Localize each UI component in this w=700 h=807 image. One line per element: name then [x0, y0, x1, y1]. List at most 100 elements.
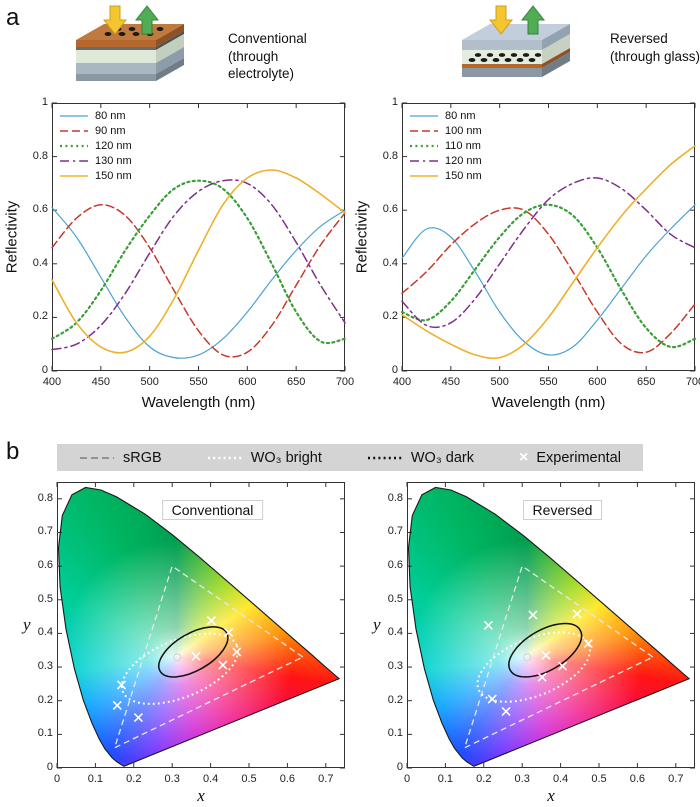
- x-tick-label: 550: [189, 376, 208, 388]
- x-tick-label: 0.2: [476, 773, 492, 785]
- y-tick-label: 1: [41, 96, 48, 108]
- conventional-caption: Conventional (through electrolyte): [228, 30, 328, 83]
- legend-item: 90 nm: [59, 123, 132, 138]
- y-tick-label: 0: [391, 364, 398, 376]
- x-tick-label: 700: [335, 376, 355, 388]
- electrolyte-layer: [462, 50, 542, 64]
- series-120-nm: [401, 177, 696, 329]
- series-100-nm: [401, 207, 696, 354]
- legend-label: WO₃ bright: [250, 449, 322, 466]
- x-tick-label: 0.6: [279, 773, 296, 785]
- experimental-x-marker: [483, 620, 493, 630]
- incident-light-arrow: [102, 5, 128, 35]
- cie-conventional-canvas: [56, 482, 345, 769]
- y-tick-label: 0: [396, 761, 403, 773]
- x-axis-label: Wavelength (nm): [491, 394, 606, 411]
- x-tick-label: 550: [539, 376, 558, 388]
- legend-line-sample: [410, 174, 438, 177]
- base-layer: [76, 74, 156, 81]
- cie-diagram-conventional: x y 0 0.1 0.2 0.3 0.4 0.5 0.6 0.7 0 0.1 0.2 0.3 0.4 0…: [23, 482, 345, 805]
- plot-title: Reversed: [522, 500, 603, 520]
- series-80-nm: [401, 204, 696, 356]
- legend-line-sample: [60, 159, 88, 162]
- legend-line-sample: [60, 174, 88, 177]
- side-face: [156, 24, 184, 47]
- y-tick-label: 0.6: [37, 559, 53, 572]
- reflectivity-chart-reversed: Reflectivity Wavelength (nm) 400 450 500 55…: [354, 96, 700, 411]
- cie-reversed-canvas: [406, 482, 695, 769]
- white-point-marker: [173, 653, 182, 662]
- x-tick-label: 0: [53, 773, 61, 785]
- side-face: [542, 52, 570, 77]
- experimental-x-marker: [112, 700, 122, 710]
- x-tick-label: 0: [403, 773, 411, 785]
- legend-line-sample: [60, 144, 88, 147]
- x-tick-label: 0.4: [202, 773, 219, 785]
- y-tick-label: 0.8: [37, 491, 53, 504]
- series-150-nm: [51, 169, 346, 354]
- spectral-locus-outline: [57, 486, 341, 767]
- experimental-x-marker: [224, 627, 234, 637]
- legend-item: 80 nm: [409, 108, 482, 123]
- side-face: [542, 24, 570, 50]
- y-tick-label: 0.6: [382, 203, 398, 216]
- side-face: [542, 34, 570, 64]
- side-face: [156, 58, 184, 81]
- caption-line: Reversed: [610, 31, 668, 46]
- legend-item-wo3-bright: WO₃ bright: [207, 450, 322, 466]
- side-face: [156, 31, 184, 50]
- experimental-x-marker: [116, 680, 127, 690]
- legend-line-sample: [410, 144, 438, 147]
- x-tick-label: 0.2: [126, 773, 142, 785]
- legend-label: 150 nm: [95, 169, 132, 182]
- caption-line: (through electrolyte): [228, 48, 295, 82]
- panel-a-label: a: [6, 4, 20, 31]
- wo3-dark-dotted-line-sample: [367, 456, 402, 459]
- legend-line-sample: [60, 129, 88, 132]
- reflected-light-arrow: [520, 5, 546, 35]
- x-tick-label: 500: [140, 376, 159, 388]
- legend-label: Experimental: [536, 449, 621, 466]
- white-point-marker: [523, 653, 532, 662]
- incident-light-arrow: [488, 5, 514, 35]
- series-150-nm: [401, 145, 696, 360]
- legend-label: 90 nm: [95, 124, 126, 137]
- legend-line-sample: [410, 129, 438, 132]
- y-tick-label: 0.3: [387, 660, 403, 673]
- x-tick-label: 500: [490, 376, 509, 388]
- legend-label: 80 nm: [445, 109, 476, 122]
- x-tick-label: 700: [685, 376, 700, 388]
- y-tick-label: 0.5: [387, 592, 403, 605]
- x-tick-label: 0.4: [552, 773, 569, 785]
- plot-border: [57, 482, 345, 768]
- y-tick-label: 0.8: [32, 149, 48, 162]
- nanostructure-dots: [468, 53, 542, 62]
- series-130-nm: [51, 179, 346, 351]
- reflectivity-conventional-canvas: [50, 102, 347, 372]
- wo3-dark-gamut-ellipse: [158, 626, 229, 678]
- legend-item: 130 nm: [59, 153, 132, 168]
- top-face: [462, 24, 570, 40]
- legend-item: 150 nm: [409, 168, 482, 183]
- y-tick-label: 0.6: [32, 203, 48, 216]
- side-face: [156, 47, 184, 74]
- x-tick-label: 450: [441, 376, 460, 388]
- caption-line: Conventional: [228, 31, 307, 46]
- x-tick-label: 400: [42, 376, 62, 388]
- legend-item: 120 nm: [59, 138, 132, 153]
- srgb-gamut-triangle: [113, 565, 305, 750]
- x-axis-label: x: [547, 786, 555, 805]
- legend-label: 120 nm: [445, 154, 482, 167]
- legend-item-wo3-dark: WO₃ dark: [367, 450, 474, 466]
- wo3-dark-gamut-ellipse: [508, 622, 583, 678]
- reflectivity-chart-conventional: Reflectivity Wavelength (nm) 400 450 500 55…: [4, 96, 355, 411]
- series-110-nm: [400, 203, 697, 349]
- y-tick-label: 0.4: [382, 256, 398, 269]
- reflectivity-reversed-canvas: [400, 102, 697, 372]
- y-tick-label: 1: [391, 96, 398, 108]
- reflected-light-arrow: [134, 5, 160, 35]
- y-tick-label: 0.8: [382, 149, 398, 162]
- reversed-device-schematic: [462, 5, 570, 77]
- x-tick-label: 0.7: [668, 773, 684, 785]
